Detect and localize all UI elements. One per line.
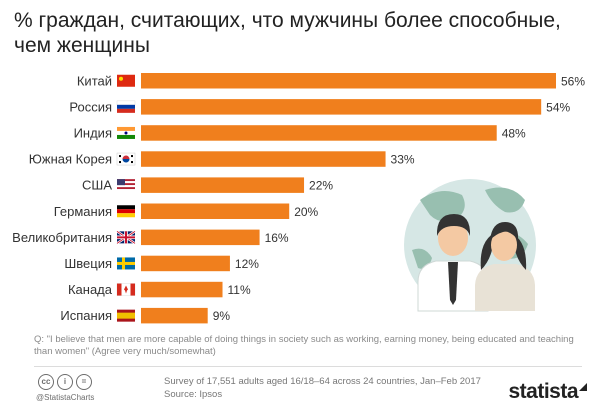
bar-row: Испания 9% — [60, 307, 231, 324]
statista-handle: @StatistaCharts — [36, 393, 95, 402]
statista-logo: statista — [508, 380, 578, 403]
bar — [141, 73, 556, 89]
creative-commons-icon: cc — [38, 374, 54, 390]
data-label: 54% — [546, 100, 570, 114]
license-icons: cc i = — [38, 374, 92, 390]
data-label: 56% — [561, 74, 585, 88]
bar — [141, 255, 230, 272]
man-figure — [417, 214, 489, 312]
bar-row: Германия 20% — [54, 203, 319, 219]
bar — [141, 229, 260, 246]
category-label: США — [82, 178, 112, 193]
footer-divider — [34, 366, 582, 367]
russia-flag-icon — [116, 100, 136, 113]
category-label: Китай — [77, 73, 112, 88]
bar-row: Китай 56% — [77, 73, 585, 89]
survey-info: Survey of 17,551 adults aged 16/18–64 ac… — [164, 375, 481, 401]
survey-line: Survey of 17,551 adults aged 16/18–64 ac… — [164, 376, 481, 387]
south-korea-flag-icon — [116, 152, 136, 166]
category-label: Испания — [60, 308, 112, 323]
usa-flag-icon — [117, 179, 135, 192]
category-label: Россия — [69, 99, 112, 114]
canada-flag-icon — [116, 283, 136, 296]
bar-row: Швеция 12% — [64, 255, 259, 272]
bar-row: США 22% — [82, 177, 333, 193]
bar — [141, 281, 223, 298]
data-label: 9% — [213, 309, 231, 323]
category-label: Швеция — [64, 256, 112, 271]
no-derivatives-icon: = — [76, 374, 92, 390]
spain-flag-icon — [117, 309, 135, 322]
data-label: 48% — [502, 126, 526, 140]
category-label: Канада — [68, 282, 113, 297]
bar — [141, 99, 542, 115]
globe-land — [412, 187, 528, 269]
uk-flag-icon — [116, 230, 136, 245]
data-label: 11% — [228, 283, 251, 297]
data-label: 12% — [235, 257, 259, 271]
bar-row: Россия 54% — [69, 99, 571, 115]
bar-row: Южная Корея 33% — [29, 151, 415, 167]
bar — [141, 203, 290, 219]
category-label: Южная Корея — [29, 152, 112, 167]
bar-row: Индия 48% — [74, 125, 526, 141]
germany-flag-icon — [117, 205, 135, 218]
bar — [141, 125, 497, 141]
india-flag-icon — [117, 126, 135, 139]
category-label: Индия — [74, 125, 112, 140]
category-label: Германия — [54, 204, 112, 219]
woman-figure — [475, 222, 535, 311]
bar-row: Канада 11% — [68, 281, 251, 298]
chart-title: % граждан, считающих, что мужчины более … — [14, 9, 561, 57]
category-label: Великобритания — [12, 230, 112, 245]
china-flag-icon — [117, 74, 135, 87]
data-label: 16% — [265, 231, 289, 245]
statista-logo-mark — [579, 383, 587, 391]
source-line: Source: Ipsos — [164, 389, 223, 400]
attribution-icon: i — [57, 374, 73, 390]
people-illustration — [404, 179, 536, 312]
data-label: 33% — [391, 153, 415, 167]
survey-question: Q: "I believe that men are more capable … — [34, 334, 574, 357]
data-label: 22% — [309, 179, 333, 193]
bar — [141, 151, 386, 167]
sweden-flag-icon — [117, 257, 135, 270]
data-label: 20% — [294, 205, 318, 219]
bar — [141, 177, 305, 193]
bar — [141, 307, 208, 324]
bar-row: Великобритания 16% — [12, 229, 289, 246]
